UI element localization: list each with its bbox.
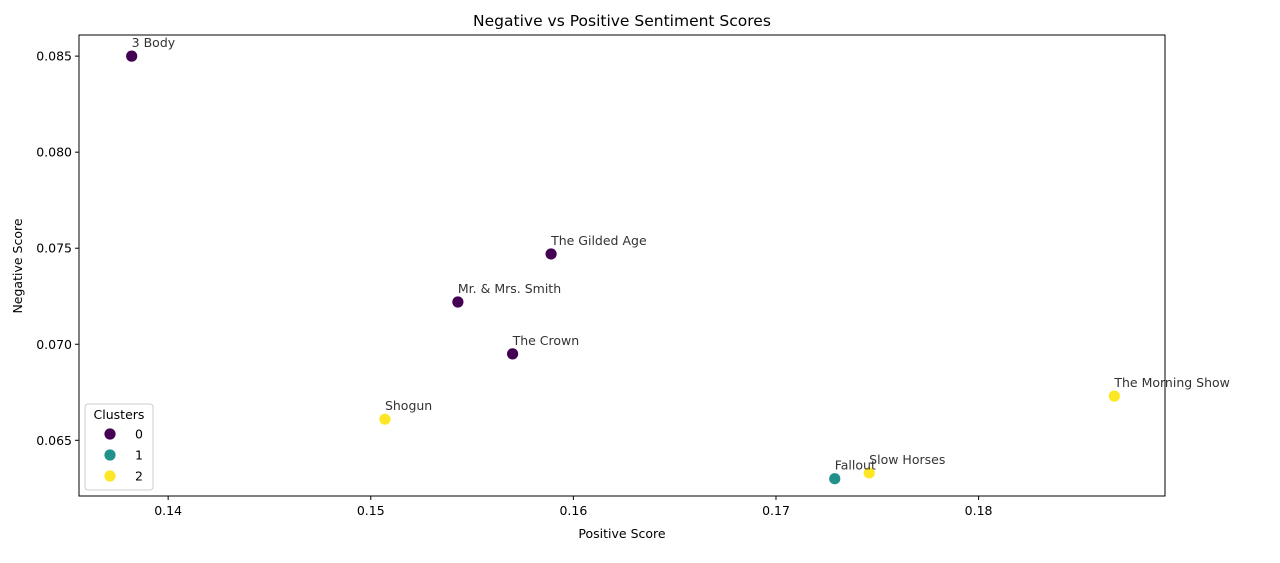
y-tick-label: 0.085 (36, 49, 72, 64)
x-tick-label: 0.17 (762, 503, 790, 518)
x-axis-label: Positive Score (578, 526, 665, 541)
y-tick-label: 0.075 (36, 241, 72, 256)
scatter-point (545, 248, 557, 260)
point-label: 3 Body (132, 35, 176, 50)
x-tick-label: 0.14 (154, 503, 182, 518)
legend-marker (104, 428, 116, 440)
plot-area: 0.14 0.15 0.16 0.17 0.18 0.065 0.070 0.075 0.080… (36, 35, 1230, 518)
chart-title: Negative vs Positive Sentiment Scores (473, 12, 771, 30)
legend-entry-label: 1 (135, 448, 143, 463)
y-axis-label: Negative Score (10, 218, 25, 313)
scatter-point (379, 413, 391, 425)
y-tick-label: 0.065 (36, 433, 72, 448)
legend-marker (104, 449, 116, 461)
scatter-point (126, 50, 138, 62)
y-tick-label: 0.070 (36, 337, 72, 352)
legend: Clusters 0 1 2 (84, 403, 154, 491)
point-label: The Morning Show (1113, 375, 1230, 390)
scatter-point (1108, 390, 1120, 402)
scatter-point (452, 296, 464, 308)
x-tick-label: 0.15 (357, 503, 385, 518)
legend-entry-label: 2 (135, 469, 143, 484)
legend-title: Clusters (94, 407, 145, 422)
point-label: Mr. & Mrs. Smith (458, 281, 561, 296)
point-label: Shogun (385, 398, 432, 413)
point-label: Fallout (835, 458, 876, 473)
point-label: Slow Horses (869, 452, 945, 467)
y-tick-label: 0.080 (36, 145, 72, 160)
point-label: The Gilded Age (550, 233, 647, 248)
scatter-point (829, 473, 841, 485)
point-label: The Crown (512, 333, 580, 348)
plot-frame (78, 34, 1166, 497)
x-tick-label: 0.18 (965, 503, 993, 518)
x-tick-label: 0.16 (559, 503, 587, 518)
legend-box (84, 403, 154, 491)
scatter-point (863, 467, 875, 479)
legend-entry-label: 0 (135, 427, 143, 442)
legend-marker (104, 470, 116, 482)
scatter-point (506, 348, 519, 360)
